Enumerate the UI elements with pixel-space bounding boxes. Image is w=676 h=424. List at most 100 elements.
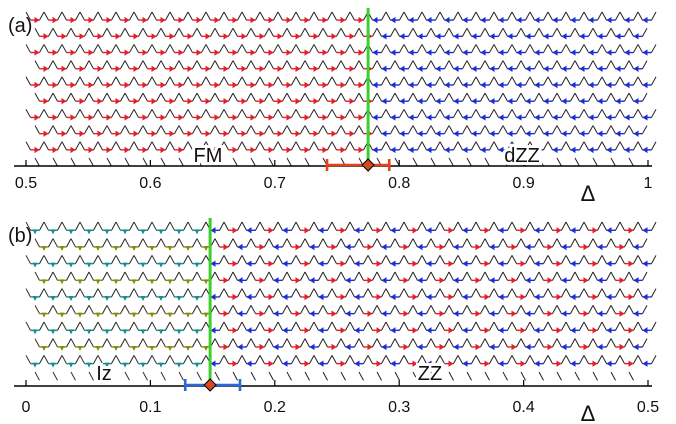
lattice-bond — [138, 238, 144, 248]
lattice-bond — [313, 355, 319, 364]
lattice-bond — [462, 338, 468, 348]
lattice-bond — [340, 60, 346, 70]
lattice-bond — [565, 255, 571, 264]
lattice-bond — [282, 27, 288, 37]
lattice-bond — [295, 76, 301, 86]
spin-arrowhead — [124, 146, 130, 154]
spin-arrowhead — [313, 33, 319, 40]
lattice-bond — [183, 76, 189, 86]
spin-arrowhead — [354, 293, 360, 301]
lattice-bond — [637, 355, 643, 364]
lattice-bond — [93, 255, 99, 264]
lattice-bond — [538, 271, 544, 281]
spin-arrowhead — [547, 343, 553, 351]
lattice-bond — [502, 92, 508, 102]
spin-arrowhead — [606, 293, 612, 301]
spin-arrowhead — [223, 130, 229, 137]
lattice-bond — [624, 238, 630, 248]
lattice-bond — [628, 157, 634, 167]
lattice-bond — [529, 44, 535, 53]
spin-arrowhead — [241, 33, 247, 40]
lattice-bond — [430, 27, 436, 37]
lattice-bond — [48, 338, 54, 348]
lattice-bond — [214, 271, 220, 281]
lattice-bond — [61, 76, 67, 86]
lattice-bond — [79, 355, 85, 364]
spin-arrowhead — [158, 262, 164, 268]
lattice-bond — [493, 109, 499, 118]
lattice-bond — [84, 60, 90, 70]
spin-arrowhead — [295, 310, 301, 317]
spin-arrowhead — [597, 33, 603, 40]
lattice-bond — [637, 321, 643, 331]
lattice-bond — [246, 271, 252, 281]
lattice-bond — [282, 60, 288, 70]
lattice-bond — [525, 255, 531, 264]
lattice-bond — [583, 321, 589, 331]
spin-arrowhead — [59, 346, 65, 351]
lattice-bond — [570, 125, 576, 134]
lattice-bond — [237, 44, 243, 53]
transition-point-marker — [361, 158, 375, 172]
lattice-bond — [120, 60, 126, 70]
lattice-bond — [633, 109, 639, 118]
lattice-bond — [651, 141, 657, 151]
lattice-bond — [579, 44, 585, 53]
lattice-bond — [651, 76, 657, 86]
lattice-bond — [570, 238, 576, 248]
lattice-bond — [354, 305, 360, 314]
lattice-bond — [381, 109, 387, 118]
lattice-bond — [48, 60, 54, 70]
lattice-bond — [75, 141, 81, 151]
lattice-bond — [129, 255, 135, 264]
lattice-bond — [507, 109, 513, 118]
lattice-bond — [435, 221, 441, 231]
lattice-bond — [579, 141, 585, 151]
lattice-bond — [241, 76, 247, 86]
lattice-bond — [376, 238, 382, 248]
lattice-bond — [412, 92, 418, 102]
spin-arrowhead — [403, 277, 409, 284]
lattice-bond — [421, 221, 427, 231]
spin-arrowhead — [70, 146, 76, 154]
spin-arrowhead — [448, 260, 454, 267]
lattice-bond — [633, 11, 639, 21]
lattice-bond — [106, 92, 112, 102]
lattice-bond — [601, 355, 607, 364]
spin-arrowhead — [295, 65, 301, 72]
lattice-bond — [529, 11, 535, 21]
lattice-bond — [448, 305, 454, 314]
lattice-bond — [610, 157, 616, 167]
lattice-bond — [574, 60, 580, 70]
lattice-bond — [399, 288, 405, 298]
spin-arrowhead — [403, 343, 409, 351]
lattice-bond — [507, 355, 513, 364]
lattice-bond — [169, 76, 175, 86]
lattice-bond — [183, 255, 189, 264]
lattice-bond — [376, 338, 382, 348]
spin-arrowhead — [516, 16, 522, 24]
spin-arrowhead — [381, 130, 387, 137]
lattice-bond — [511, 11, 517, 21]
lattice-bond — [300, 125, 306, 134]
spin-arrowhead — [372, 49, 378, 56]
spin-arrowhead — [439, 277, 445, 284]
lattice-bond — [345, 221, 351, 231]
lattice-bond — [151, 355, 157, 364]
lattice-bond — [534, 125, 540, 134]
lattice-bond — [619, 11, 625, 21]
lattice-bond — [102, 125, 108, 134]
lattice-bond — [70, 125, 76, 134]
lattice-bond — [417, 141, 423, 151]
spin-arrowhead — [525, 243, 531, 251]
lattice-bond — [399, 109, 405, 118]
spin-arrowhead — [462, 114, 468, 121]
lattice-bond — [219, 44, 225, 53]
lattice-bond — [187, 255, 193, 264]
lattice-bond — [300, 271, 306, 281]
spin-arrowhead — [340, 360, 346, 367]
spin-arrowhead — [97, 130, 103, 137]
spin-arrowhead — [390, 16, 396, 24]
spin-arrowhead — [140, 362, 146, 368]
spin-arrowhead — [142, 114, 148, 121]
